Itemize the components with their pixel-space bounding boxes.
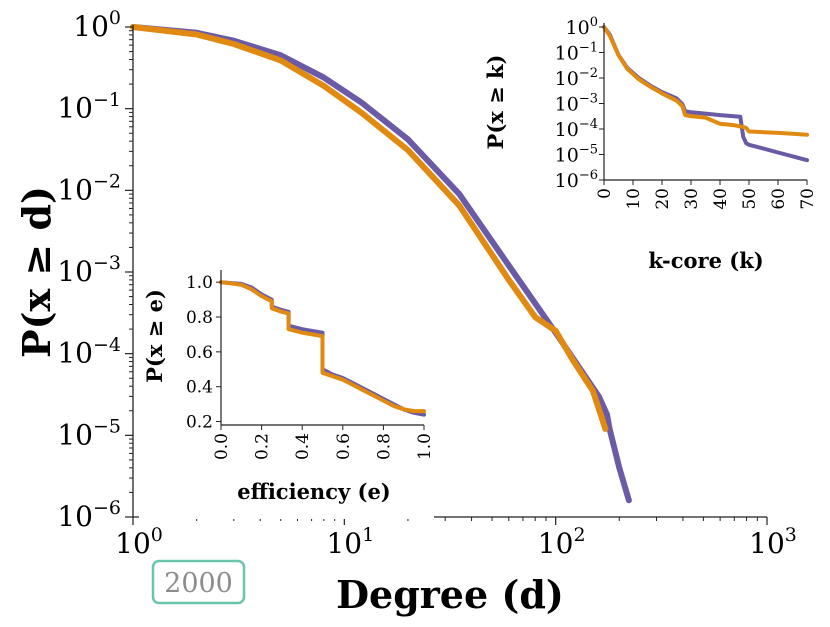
main-line-series-a bbox=[130, 24, 632, 504]
main-x-tick-label: 102 bbox=[538, 524, 586, 560]
inset-efficiency-line-series-b bbox=[219, 280, 426, 414]
inset-kcore: 0 10 20 30 40 50 60 70 10010−110−210−310−410−510… bbox=[483, 15, 818, 273]
inset-kcore-x-tick-label: 40 bbox=[711, 188, 731, 210]
inset-kcore-y-tick-label: 100 bbox=[566, 15, 598, 39]
year-badge-label: 2000 bbox=[164, 568, 233, 599]
inset-efficiency-y-tick-label: 0.8 bbox=[186, 308, 213, 328]
main-y-tick-label: 10−5 bbox=[57, 416, 121, 452]
inset-efficiency-y-tick-label: 0.2 bbox=[186, 413, 213, 433]
inset-kcore-y-axis-label: P(x ≥ k) bbox=[483, 55, 508, 150]
main-y-axis-label: P(x ≥ d) bbox=[14, 186, 59, 358]
inset-kcore-x-tick-label: 70 bbox=[798, 188, 818, 210]
inset-efficiency: 0.0 0.2 0.4 0.6 0.8 1.01.00.80.60.40.2efficie… bbox=[139, 264, 435, 519]
inset-efficiency-x-axis-label: efficiency (e) bbox=[237, 479, 391, 504]
inset-kcore-x-tick-label: 50 bbox=[740, 188, 760, 210]
inset-efficiency-x-tick-label: 0.8 bbox=[374, 433, 394, 460]
inset-kcore-x-tick-label: 60 bbox=[769, 188, 789, 210]
inset-kcore-x-tick-label: 10 bbox=[624, 188, 644, 210]
inset-kcore-x-axis-label: k-core (k) bbox=[648, 248, 763, 273]
inset-efficiency-y-tick-label: 1.0 bbox=[186, 273, 213, 293]
inset-efficiency-y-tick-label: 0.6 bbox=[186, 343, 213, 363]
inset-efficiency-y-axis-label: P(x ≥ e) bbox=[142, 289, 167, 383]
main-y-tick-label: 10−4 bbox=[57, 334, 121, 370]
inset-kcore-x-tick-label: 20 bbox=[653, 188, 673, 210]
inset-kcore-y-tick-label: 10−6 bbox=[555, 168, 598, 192]
inset-kcore-line-series-b bbox=[602, 25, 809, 137]
inset-kcore-x-tick-label: 0 bbox=[595, 188, 615, 199]
inset-efficiency-y-tick-label: 0.4 bbox=[186, 378, 213, 398]
inset-kcore-y-tick-label: 10−3 bbox=[555, 92, 598, 116]
inset-efficiency-background bbox=[139, 264, 434, 519]
inset-efficiency-x-tick-label: 0.6 bbox=[334, 433, 354, 460]
inset-kcore-y-tick-label: 10−2 bbox=[555, 66, 598, 90]
main-x-tick-label: 100 bbox=[115, 524, 163, 560]
year-badge: 2000 bbox=[151, 559, 246, 605]
inset-kcore-y-tick-label: 10−1 bbox=[555, 41, 598, 65]
inset-efficiency-x-tick-label: 0.0 bbox=[212, 433, 232, 460]
main-chart: 100 101 102 10310010−110−210−310−410−510−6D… bbox=[14, 7, 797, 617]
inset-efficiency-x-tick-label: 1.0 bbox=[415, 433, 435, 460]
main-y-tick-label: 10−2 bbox=[57, 171, 121, 207]
main-y-tick-label: 10−1 bbox=[57, 89, 121, 125]
inset-efficiency-x-tick-label: 0.2 bbox=[253, 433, 273, 460]
main-y-tick-label: 100 bbox=[73, 7, 121, 43]
main-x-tick-label: 103 bbox=[749, 524, 797, 560]
inset-kcore-background bbox=[514, 15, 817, 268]
main-y-tick-label: 10−3 bbox=[57, 252, 121, 288]
inset-kcore-y-tick-label: 10−5 bbox=[555, 143, 598, 167]
main-line-series-b bbox=[130, 24, 609, 432]
main-y-tick-label: 10−6 bbox=[57, 497, 121, 533]
inset-kcore-y-tick-label: 10−4 bbox=[555, 117, 598, 141]
main-x-tick-label: 101 bbox=[326, 524, 374, 560]
year-badge-border bbox=[151, 559, 246, 605]
main-x-axis-label: Degree (d) bbox=[336, 572, 564, 617]
inset-kcore-x-tick-label: 30 bbox=[682, 188, 702, 210]
inset-efficiency-x-tick-label: 0.4 bbox=[293, 433, 313, 460]
